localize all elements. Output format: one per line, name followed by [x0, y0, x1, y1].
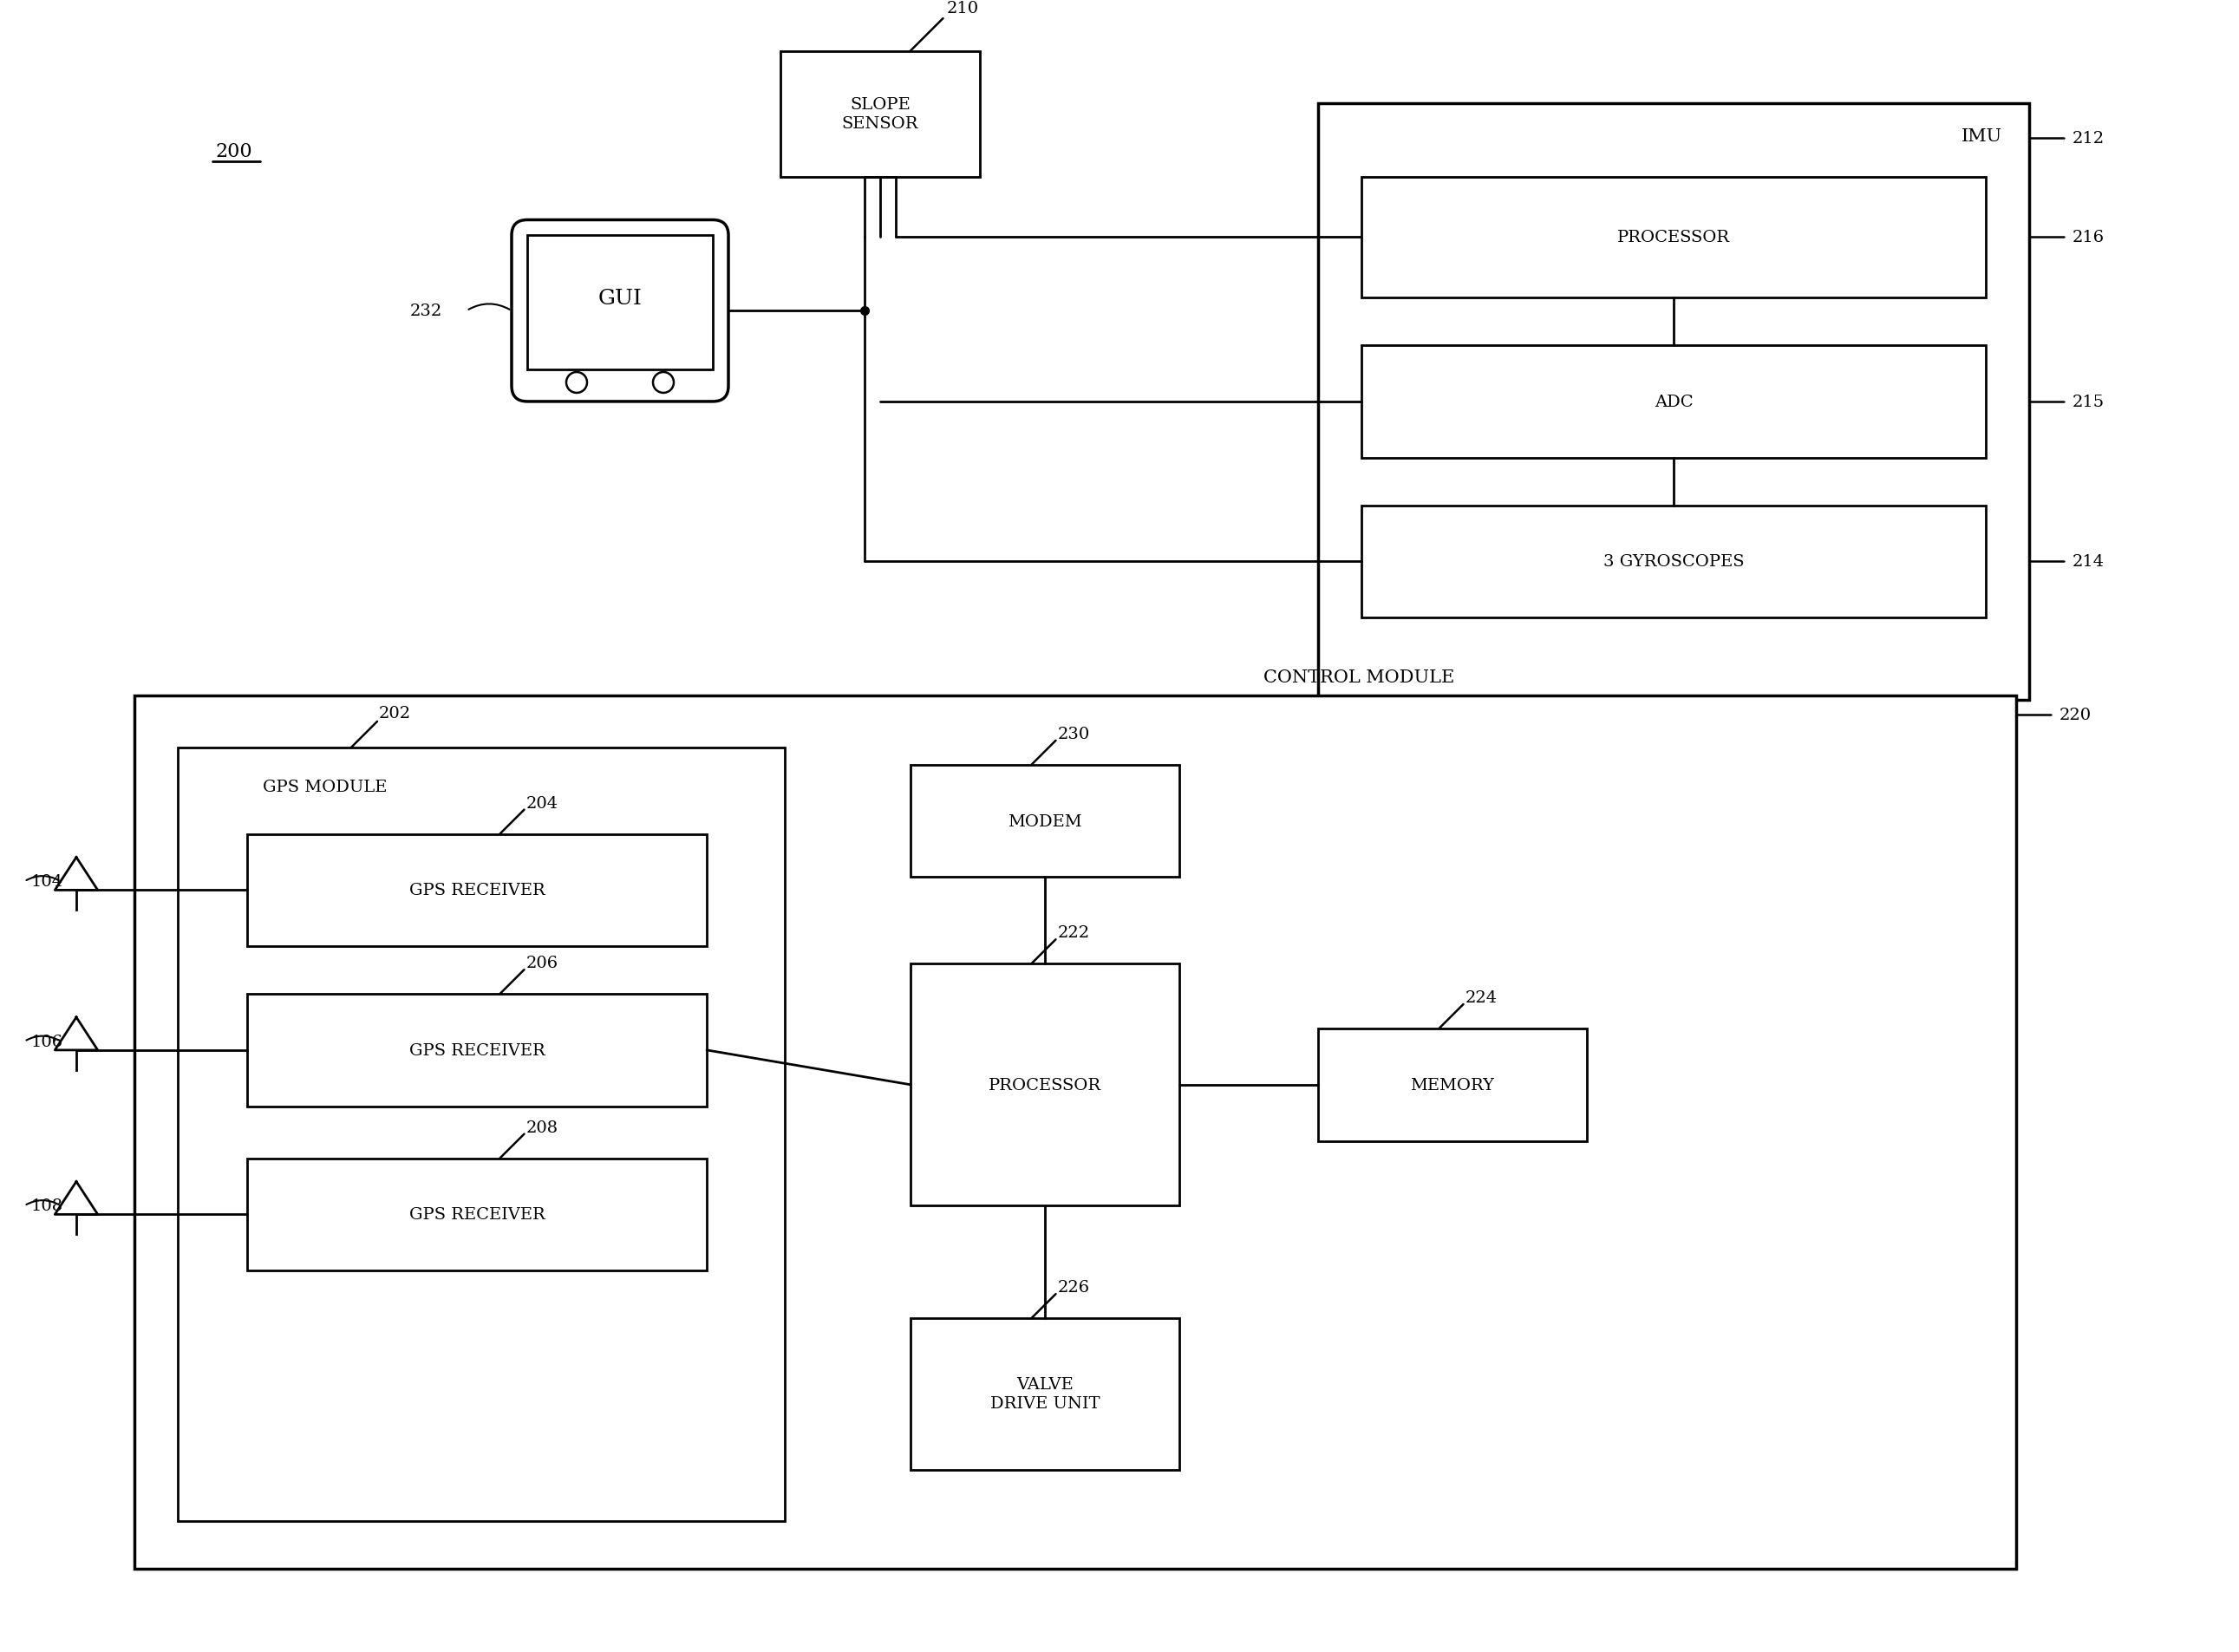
- Text: 230: 230: [1057, 727, 1090, 742]
- Text: PROCESSOR: PROCESSOR: [987, 1077, 1102, 1092]
- Text: SLOPE
SENSOR: SLOPE SENSOR: [842, 97, 918, 132]
- Text: 222: 222: [1057, 925, 1090, 940]
- Bar: [526, 236, 712, 370]
- Text: 210: 210: [947, 2, 978, 17]
- Text: GPS RECEIVER: GPS RECEIVER: [410, 882, 544, 899]
- Text: GPS MODULE: GPS MODULE: [262, 780, 387, 795]
- Bar: [1319, 1029, 1587, 1142]
- Text: 215: 215: [2073, 395, 2105, 410]
- Bar: [1361, 506, 1986, 618]
- Text: 226: 226: [1057, 1279, 1090, 1295]
- Bar: [246, 1158, 708, 1270]
- FancyBboxPatch shape: [513, 221, 728, 401]
- Bar: [177, 748, 786, 1521]
- Text: 224: 224: [1464, 990, 1498, 1006]
- Text: GUI: GUI: [598, 289, 643, 309]
- Bar: [911, 1318, 1180, 1470]
- Text: 108: 108: [31, 1198, 63, 1214]
- Text: 214: 214: [2073, 553, 2105, 570]
- Text: GPS RECEIVER: GPS RECEIVER: [410, 1208, 544, 1222]
- Text: CONTROL MODULE: CONTROL MODULE: [1263, 669, 1455, 686]
- Bar: [911, 765, 1180, 877]
- Text: 200: 200: [215, 142, 253, 160]
- Text: 106: 106: [31, 1034, 63, 1049]
- Text: 232: 232: [410, 304, 443, 319]
- Text: MEMORY: MEMORY: [1411, 1077, 1496, 1092]
- Text: ADC: ADC: [1655, 395, 1693, 410]
- Bar: [246, 995, 708, 1107]
- Bar: [1361, 345, 1986, 458]
- Circle shape: [566, 373, 587, 393]
- Text: 204: 204: [526, 795, 558, 811]
- Text: 3 GYROSCOPES: 3 GYROSCOPES: [1603, 553, 1744, 570]
- Text: 216: 216: [2073, 230, 2105, 246]
- Text: PROCESSOR: PROCESSOR: [1617, 230, 1731, 246]
- Bar: [134, 695, 2015, 1569]
- Bar: [781, 51, 981, 177]
- Text: 208: 208: [526, 1120, 558, 1135]
- Text: 212: 212: [2073, 131, 2105, 147]
- Bar: [246, 834, 708, 947]
- Text: 206: 206: [526, 955, 558, 971]
- Bar: [911, 963, 1180, 1206]
- Bar: [1319, 104, 2029, 700]
- Text: 104: 104: [31, 874, 63, 890]
- Text: 202: 202: [378, 705, 412, 720]
- Text: IMU: IMU: [1961, 129, 2002, 145]
- Circle shape: [654, 373, 674, 393]
- Bar: [1361, 177, 1986, 299]
- Text: GPS RECEIVER: GPS RECEIVER: [410, 1042, 544, 1059]
- Text: MODEM: MODEM: [1008, 813, 1081, 829]
- Text: VALVE
DRIVE UNIT: VALVE DRIVE UNIT: [990, 1376, 1099, 1411]
- Text: 220: 220: [2060, 707, 2091, 724]
